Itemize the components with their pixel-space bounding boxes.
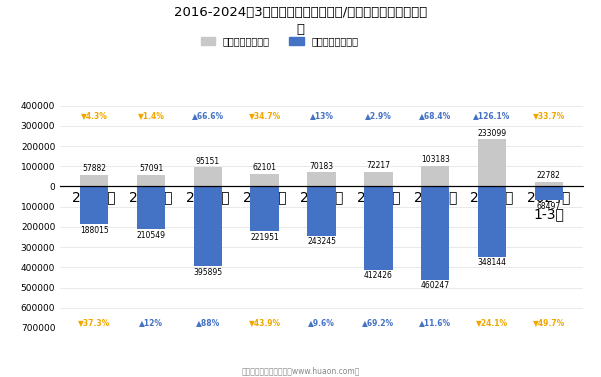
Bar	[194, 167, 222, 187]
Text: ▲11.6%: ▲11.6%	[419, 318, 451, 327]
Text: 72217: 72217	[367, 161, 391, 170]
Text: 210549: 210549	[136, 231, 165, 240]
Bar	[80, 187, 108, 224]
Bar	[478, 187, 506, 257]
Text: ▲69.2%: ▲69.2%	[362, 318, 394, 327]
Text: ▼4.3%: ▼4.3%	[81, 110, 108, 120]
Text: ▲66.6%: ▲66.6%	[192, 110, 224, 120]
Text: 95151: 95151	[196, 156, 220, 166]
Text: 221951: 221951	[251, 233, 279, 242]
Text: 57882: 57882	[82, 164, 106, 173]
Text: 22782: 22782	[537, 171, 561, 180]
Text: ▼43.9%: ▼43.9%	[249, 318, 281, 327]
Bar	[251, 174, 279, 187]
Bar	[364, 187, 392, 270]
Text: 70183: 70183	[310, 162, 334, 171]
Bar	[80, 175, 108, 187]
Text: 348144: 348144	[478, 259, 507, 267]
Text: 188015: 188015	[80, 226, 109, 235]
Text: ▼37.3%: ▼37.3%	[78, 318, 111, 327]
Text: 68497: 68497	[537, 202, 561, 211]
Legend: 出口额（万美元）, 进口额（万美元）: 出口额（万美元）, 进口额（万美元）	[197, 32, 362, 51]
Text: 460247: 460247	[421, 281, 450, 290]
Text: ▲68.4%: ▲68.4%	[419, 110, 451, 120]
Text: 制图：华经产业研究院（www.huaon.com）: 制图：华经产业研究院（www.huaon.com）	[242, 366, 359, 375]
Text: ▲13%: ▲13%	[310, 110, 334, 120]
Text: ▲12%: ▲12%	[139, 318, 163, 327]
Text: ▼1.4%: ▼1.4%	[138, 110, 165, 120]
Text: 395895: 395895	[194, 268, 222, 277]
Bar	[421, 187, 450, 279]
Bar	[194, 187, 222, 267]
Text: ▲126.1%: ▲126.1%	[474, 110, 511, 120]
Bar	[535, 182, 563, 187]
Text: ▲88%: ▲88%	[196, 318, 220, 327]
Text: ▲2.9%: ▲2.9%	[365, 110, 392, 120]
Text: 62101: 62101	[252, 163, 276, 172]
Bar	[535, 187, 563, 200]
Bar	[478, 139, 506, 187]
Bar	[137, 187, 165, 229]
Text: 243245: 243245	[307, 237, 336, 246]
Text: 2016-2024年3月海口市（境内目的地/货源地）进、出口额统
计: 2016-2024年3月海口市（境内目的地/货源地）进、出口额统 计	[174, 6, 427, 36]
Bar	[251, 187, 279, 231]
Text: ▼24.1%: ▼24.1%	[476, 318, 508, 327]
Bar	[307, 187, 336, 236]
Bar	[307, 172, 336, 187]
Text: ▼34.7%: ▼34.7%	[249, 110, 281, 120]
Bar	[364, 172, 392, 187]
Text: ▼33.7%: ▼33.7%	[532, 110, 565, 120]
Bar	[421, 166, 450, 187]
Text: ▼49.7%: ▼49.7%	[532, 318, 565, 327]
Bar	[137, 175, 165, 187]
Text: ▲9.6%: ▲9.6%	[308, 318, 335, 327]
Text: 233099: 233099	[477, 129, 507, 138]
Text: 57091: 57091	[139, 164, 163, 173]
Text: 412426: 412426	[364, 271, 393, 280]
Text: 103183: 103183	[421, 155, 450, 164]
